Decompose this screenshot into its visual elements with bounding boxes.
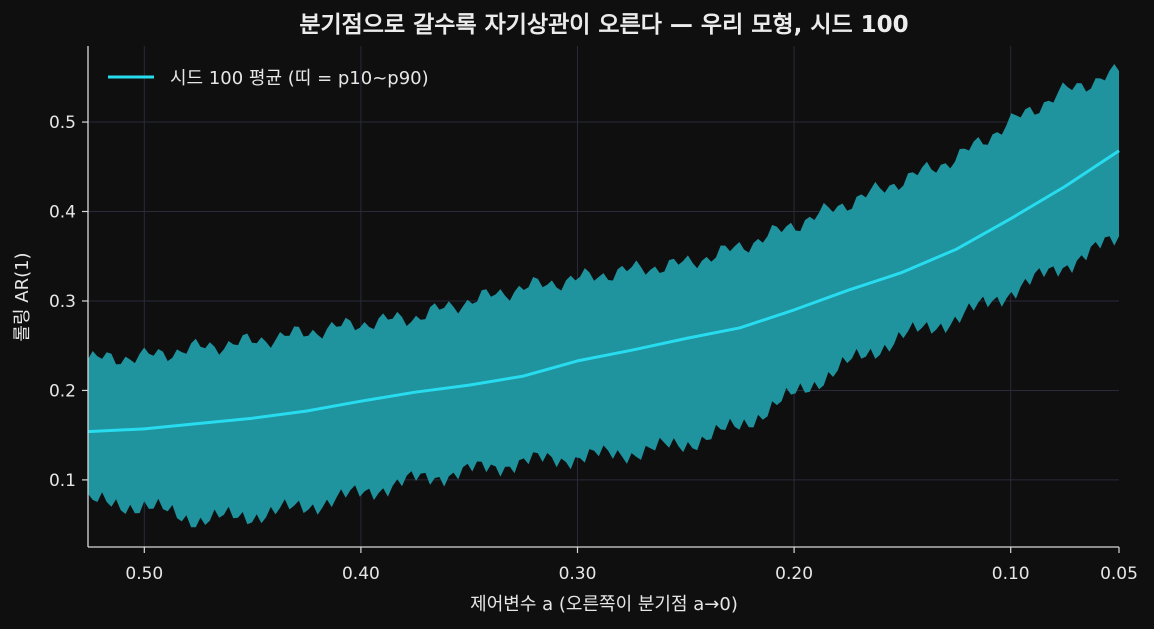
legend-label: 시드 100 평균 (띠 = p10~p90) — [170, 68, 429, 89]
y-tick-label: 0.2 — [49, 381, 76, 401]
x-axis-label: 제어변수 a (오른쪽이 분기점 a→0) — [470, 594, 738, 615]
y-tick-label: 0.4 — [49, 203, 76, 223]
x-tick-label: 0.50 — [125, 564, 163, 584]
x-tick-label: 0.30 — [559, 564, 597, 584]
x-tick-label: 0.40 — [342, 564, 380, 584]
x-tick-label: 0.05 — [1100, 564, 1138, 584]
x-tick-label: 0.10 — [992, 564, 1030, 584]
p10-p90-band — [88, 64, 1119, 528]
y-ticks: 0.1 0.2 0.3 0.4 0.5 — [49, 113, 88, 491]
y-tick-label: 0.5 — [49, 113, 76, 133]
axes — [87, 46, 1119, 548]
y-axis-label: 롤링 AR(1) — [12, 252, 33, 341]
y-tick-label: 0.3 — [49, 292, 76, 312]
mean-line — [87, 149, 1120, 434]
x-tick-label: 0.20 — [775, 564, 813, 584]
legend: 시드 100 평균 (띠 = p10~p90) — [108, 68, 429, 89]
chart-title: 분기점으로 갈수록 자기상관이 오른다 — 우리 모형, 시드 100 — [299, 12, 908, 38]
x-ticks: 0.50 0.40 0.30 0.20 0.10 0.05 — [125, 547, 1138, 584]
y-tick-label: 0.1 — [49, 471, 76, 491]
